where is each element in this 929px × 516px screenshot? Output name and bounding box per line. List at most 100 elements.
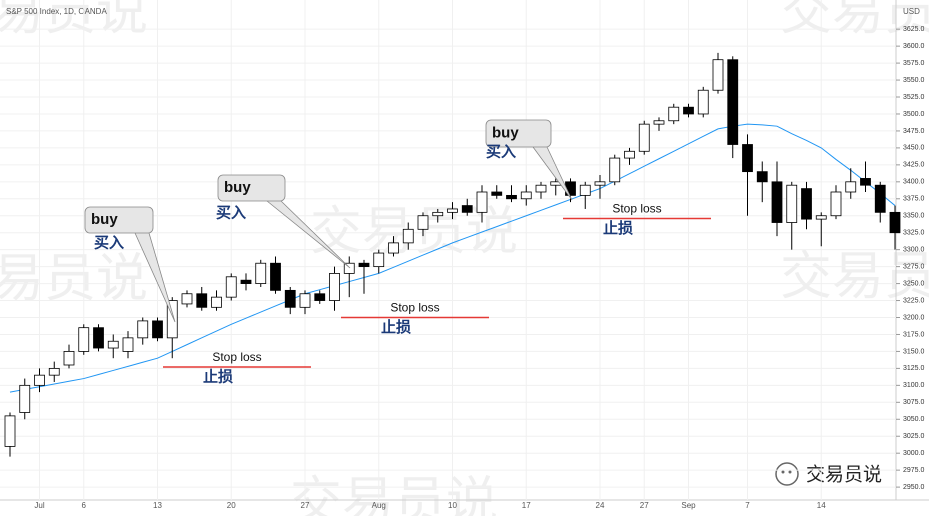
candle-body [683,106,694,115]
candle-body [845,181,857,193]
candle-body [152,320,163,339]
candle-body [432,211,444,217]
callout-box [485,119,552,148]
y-tick-label: 3150.0 [903,348,925,355]
candle-body [491,191,503,196]
candle-body [181,293,193,305]
y-tick-label: 3425.0 [903,162,925,169]
y-tick-label: 3625.0 [903,26,925,33]
watermark: 交易员说 [780,0,929,42]
candle-body [211,296,222,308]
y-tick-label: 3050.0 [903,416,925,423]
candle-body [697,89,709,115]
stop-loss-label-cn: 止损 [603,219,633,237]
candle-body [520,191,532,200]
watermark: 交易员说 [290,472,498,516]
y-tick-label: 3200.0 [903,314,925,321]
y-tick-label: 3175.0 [903,331,925,338]
candle-body [830,191,842,217]
candle-body [388,242,399,254]
candle-body [314,293,326,301]
candle-body [742,144,753,173]
y-tick-label: 3500.0 [903,111,925,118]
stop-loss-label-cn: 止损 [203,368,233,386]
candle-body [4,415,16,447]
candle-body [535,184,547,193]
candle-body [756,171,768,183]
candle-body [624,150,635,159]
callout-box [84,206,154,234]
x-tick-label: 7 [745,501,750,510]
x-tick-label: 13 [153,501,162,510]
y-tick-label: 2975.0 [903,467,925,474]
x-tick-label: Sep [681,501,696,510]
buy-label: buy [91,211,118,228]
buy-label-cn: 买入 [216,204,246,222]
candle-body [284,289,296,308]
moving-average [9,123,896,393]
x-tick-label: Jul [34,501,44,510]
candle-body [476,191,488,213]
candle-body [668,106,680,122]
candle-body [874,184,886,213]
y-tick-label: 3100.0 [903,382,925,389]
callout-pointer [532,146,573,201]
candle-body [240,279,252,284]
watermark: 交易员说 [780,247,929,307]
candle-body [727,59,739,145]
y-tick-label: 2950.0 [903,484,925,491]
buy-label-cn: 买入 [94,234,124,252]
x-tick-label: Aug [372,501,386,510]
x-tick-label: 17 [522,501,531,510]
candle-body [78,327,90,352]
y-tick-label: 3000.0 [903,450,925,457]
callout-pointer [134,232,176,323]
candle-body [166,300,178,339]
candle-body [638,123,650,152]
candle-body [358,262,370,268]
y-tick-label: 3475.0 [903,128,925,135]
candle-body [48,367,60,376]
candle-body [579,184,591,196]
candle-body [137,320,149,339]
candle-body [594,181,606,186]
logo-icon [781,470,785,474]
callout-pointer [266,200,351,269]
y-tick-label: 3575.0 [903,60,925,67]
logo-text: 交易员说 [806,464,882,486]
candle-body [461,205,473,213]
candle-body [93,327,104,349]
y-tick-label: 3450.0 [903,145,925,152]
symbol-label: S&P 500 Index, 1D, OANDA [6,7,107,16]
y-tick-label: 3350.0 [903,213,925,220]
x-tick-label: 27 [301,501,310,510]
candle-body [712,59,724,91]
candle-body [34,374,45,386]
y-tick-label: 3075.0 [903,399,925,406]
candle-body [343,262,355,274]
x-tick-label: 27 [640,501,649,510]
candle-body [653,120,665,125]
candle-body [801,188,812,220]
watermark: 交易员说 [0,249,148,309]
candle-body [786,184,798,223]
x-tick-label: 20 [227,501,236,510]
y-tick-label: 3275.0 [903,263,925,270]
watermark: 交易员说 [0,0,148,42]
candle-body [19,384,31,413]
y-tick-label: 3300.0 [903,247,925,254]
candle-body [299,293,311,308]
y-tick-label: 3400.0 [903,179,925,186]
stop-loss-label-cn: 止损 [381,318,411,336]
candle-body [255,262,267,284]
candle-body [270,262,281,291]
x-tick-label: 14 [817,501,826,510]
stop-loss-label: Stop loss [390,301,439,315]
buy-label: buy [492,124,519,141]
y-tick-label: 3600.0 [903,43,925,50]
x-tick-label: 6 [82,501,87,510]
candle-body [373,252,385,268]
y-tick-label: 3325.0 [903,230,925,237]
candle-body [889,211,901,234]
